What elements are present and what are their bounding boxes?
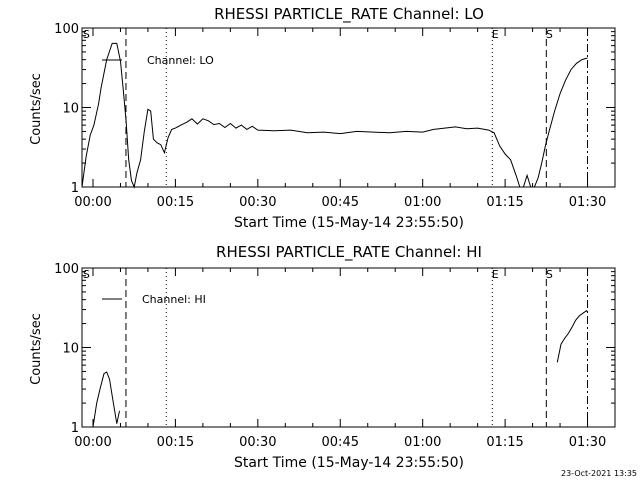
chart-title: RHESSI PARTICLE_RATE Channel: LO (214, 5, 484, 24)
event-marker-label: S (546, 28, 553, 41)
event-marker-label: S (546, 268, 553, 281)
x-tick-label: 00:45 (322, 195, 359, 210)
plot-frame (81, 267, 616, 428)
series-line (556, 310, 588, 363)
x-tick-label: 00:45 (322, 435, 359, 450)
hi-channel-panel: RHESSI PARTICLE_RATE Channel: HI Start T… (29, 243, 616, 471)
y-tick-label: 10 (62, 342, 79, 357)
y-axis-label: Counts/sec (29, 313, 44, 385)
x-tick-label: 00:00 (74, 435, 111, 450)
x-tick-label: 01:15 (486, 435, 523, 450)
x-tick-label: 00:15 (157, 435, 194, 450)
y-tick-label: 100 (54, 262, 79, 277)
y-tick-label: 1 (71, 181, 79, 196)
legend-label: Channel: LO (147, 54, 214, 67)
series-line (92, 371, 120, 428)
y-tick-label: 100 (54, 22, 79, 37)
x-tick-label: 01:30 (569, 195, 606, 210)
timestamp-label: 23-Oct-2021 13:35 (561, 469, 637, 478)
event-marker-label: E (492, 268, 499, 281)
y-tick-label: 10 (62, 102, 79, 117)
x-tick-label: 01:15 (486, 195, 523, 210)
y-axis-label: Counts/sec (29, 73, 44, 145)
event-marker-label: S (83, 268, 90, 281)
series-line (81, 42, 588, 189)
y-tick-label: 1 (71, 421, 79, 436)
x-tick-label: 01:00 (404, 435, 441, 450)
x-tick-label: 00:15 (157, 195, 194, 210)
x-tick-label: 01:00 (404, 195, 441, 210)
lo-channel-panel: RHESSI PARTICLE_RATE Channel: LO Start T… (29, 5, 616, 231)
event-marker-label: S (83, 28, 90, 41)
x-axis-label: Start Time (15-May-14 23:55:50) (234, 455, 464, 471)
x-tick-label: 00:30 (239, 195, 276, 210)
x-tick-label: 00:30 (239, 435, 276, 450)
event-marker-label: E (492, 28, 499, 41)
chart-title: RHESSI PARTICLE_RATE Channel: HI (216, 243, 482, 262)
x-tick-label: 01:30 (569, 435, 606, 450)
plot-frame (81, 27, 616, 188)
x-tick-label: 00:00 (74, 195, 111, 210)
x-axis-label: Start Time (15-May-14 23:55:50) (234, 215, 464, 231)
legend-label: Channel: HI (142, 293, 206, 306)
